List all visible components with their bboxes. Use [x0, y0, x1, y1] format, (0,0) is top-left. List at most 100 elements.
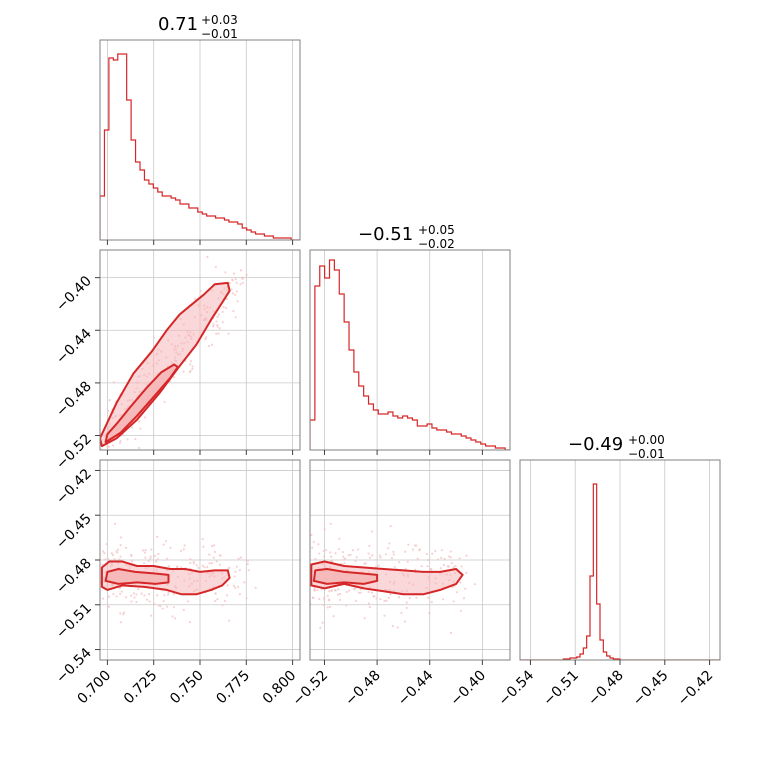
- sample-point: [459, 609, 463, 612]
- sample-point: [443, 557, 446, 561]
- sample-point: [212, 323, 215, 326]
- sample-point: [405, 606, 408, 610]
- sample-point: [205, 336, 208, 339]
- sample-point: [436, 558, 440, 561]
- sample-point: [215, 332, 218, 335]
- sample-point: [334, 589, 337, 592]
- sample-point: [101, 563, 104, 566]
- sample-point: [413, 544, 417, 547]
- x-tick-label: −0.48: [342, 668, 384, 710]
- sample-point: [156, 594, 159, 597]
- sample-point: [97, 457, 99, 459]
- sample-point: [210, 544, 214, 548]
- sample-point: [328, 599, 331, 602]
- sample-point: [213, 550, 217, 554]
- sample-point: [465, 571, 468, 574]
- sample-point: [182, 548, 185, 551]
- sample-point: [357, 548, 360, 551]
- sample-point: [407, 543, 410, 546]
- sample-point: [210, 562, 213, 565]
- sample-point: [182, 608, 185, 612]
- sample-point: [334, 552, 337, 555]
- sample-point: [319, 626, 322, 629]
- sample-point: [235, 290, 238, 293]
- sample-point: [123, 611, 126, 614]
- sample-point: [389, 593, 392, 596]
- sample-point: [147, 560, 150, 563]
- sample-point: [132, 592, 135, 595]
- sample-point: [247, 569, 250, 572]
- sample-point: [400, 611, 403, 614]
- sample-point: [115, 595, 118, 598]
- contour-outer: [310, 560, 464, 596]
- sample-point: [172, 606, 176, 609]
- sample-point: [191, 367, 194, 371]
- sample-point: [166, 557, 169, 560]
- sample-point: [323, 598, 326, 601]
- sample-point: [206, 255, 209, 259]
- sample-point: [355, 556, 358, 559]
- sample-point: [368, 556, 372, 559]
- histogram-step: [310, 259, 510, 450]
- sample-point: [354, 599, 357, 602]
- sample-point: [434, 549, 437, 553]
- title-lower: −0.01: [628, 447, 665, 461]
- sample-point: [442, 598, 445, 601]
- sample-point: [354, 587, 357, 590]
- sample-point: [137, 588, 140, 591]
- histogram-step: [520, 483, 720, 660]
- sample-point: [447, 555, 451, 558]
- sample-point: [332, 615, 335, 618]
- sample-point: [306, 566, 308, 568]
- sample-point: [329, 522, 332, 525]
- title-median: −0.51: [358, 224, 413, 245]
- sample-point: [107, 605, 110, 608]
- sample-point: [102, 457, 104, 459]
- sample-point: [329, 555, 333, 558]
- sample-point: [188, 620, 192, 624]
- sample-point: [371, 554, 374, 557]
- sample-point: [464, 587, 467, 590]
- sample-point: [97, 483, 99, 485]
- contour-inner: [312, 568, 379, 585]
- sample-point: [408, 597, 411, 600]
- sample-point: [159, 605, 162, 608]
- sample-point: [367, 590, 370, 594]
- sample-point: [96, 577, 98, 579]
- title-p00: 0.71 +0.03 −0.01: [158, 13, 238, 41]
- sample-point: [322, 603, 325, 607]
- sample-point: [221, 604, 224, 607]
- sample-point: [431, 552, 434, 555]
- sample-point: [313, 587, 316, 590]
- sample-point: [233, 272, 236, 275]
- sample-point: [113, 522, 117, 525]
- title-upper: +0.05: [418, 223, 455, 237]
- sample-point: [93, 488, 95, 490]
- sample-point: [106, 409, 110, 413]
- sample-point: [317, 543, 320, 546]
- sample-point: [231, 279, 234, 282]
- sample-point: [239, 283, 242, 286]
- sample-point: [426, 565, 429, 568]
- sample-point: [118, 451, 120, 453]
- sample-point: [225, 306, 228, 310]
- sample-point: [318, 597, 321, 601]
- sample-point: [142, 561, 146, 565]
- sample-point: [96, 616, 98, 618]
- sample-point: [406, 560, 409, 563]
- y-tick-label: −0.40: [53, 273, 95, 315]
- sample-point: [104, 558, 107, 561]
- sample-point: [234, 316, 237, 319]
- sample-point: [208, 562, 211, 565]
- sample-point: [162, 543, 165, 546]
- sample-point: [172, 593, 176, 596]
- sample-point: [234, 570, 237, 573]
- histogram-p11: [310, 259, 510, 450]
- sample-point: [430, 600, 433, 604]
- sample-point: [217, 313, 220, 316]
- sample-point: [106, 557, 109, 560]
- panel-frame-p11: [309, 249, 511, 451]
- sample-point: [351, 549, 354, 552]
- sample-point: [359, 591, 362, 594]
- data-layer: [93, 53, 720, 660]
